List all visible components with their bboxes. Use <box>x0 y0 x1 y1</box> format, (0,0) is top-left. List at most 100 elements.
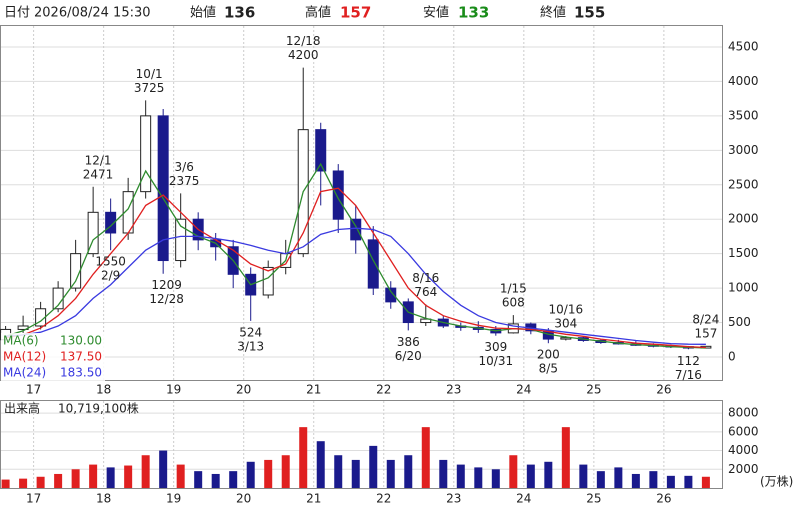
annotation-value: 524 <box>239 325 262 339</box>
annotation-value: 112 <box>677 354 700 368</box>
x-tick-label: 19 <box>166 492 181 506</box>
date-label: 日付 <box>4 6 30 21</box>
volume-bar <box>316 441 325 488</box>
annotation-value: 309 <box>484 340 507 354</box>
y-tick-label: 500 <box>728 315 751 329</box>
volume-bar <box>509 455 518 488</box>
volume-bar <box>701 476 710 488</box>
volume-bar <box>404 455 413 488</box>
y-tick-label: 8000 <box>728 406 759 420</box>
y-tick-label: 1500 <box>728 246 759 260</box>
unit-label: (万株) <box>760 474 793 489</box>
annotation-value: 2375 <box>169 174 200 188</box>
annotation-date: 12/18 <box>286 34 321 48</box>
volume-bar <box>159 450 168 488</box>
volume-bar <box>369 445 378 488</box>
annotation-date: 8/16 <box>412 271 439 285</box>
ma-line <box>5 227 706 345</box>
legend-box <box>1 333 105 349</box>
x-tick-label: 18 <box>96 383 111 397</box>
volume-bar <box>491 469 500 488</box>
y-tick-label: 2000 <box>728 462 759 476</box>
legend-value: 183.50 <box>60 366 102 380</box>
x-tick-label: 17 <box>26 383 41 397</box>
annotation-value: 200 <box>537 348 560 362</box>
volume-bar <box>19 478 28 488</box>
candle-body <box>367 239 379 289</box>
x-tick-label: 22 <box>376 383 391 397</box>
candle-body <box>332 170 344 220</box>
candle-body <box>385 287 397 303</box>
y-tick-label: 4000 <box>728 74 759 88</box>
volume-bar <box>544 461 553 488</box>
volume-bar <box>334 455 343 488</box>
x-tick-label: 23 <box>446 492 461 506</box>
volume-panel <box>0 400 723 489</box>
annotation-value: 1209 <box>151 278 182 292</box>
x-tick-label: 20 <box>236 383 251 397</box>
volume-bar <box>281 455 290 488</box>
open-value: 136 <box>224 4 255 22</box>
open-label: 始値 <box>190 5 216 21</box>
annotation-date: 3/13 <box>237 339 264 353</box>
volume-bar <box>439 459 448 488</box>
volume-bar <box>614 467 623 488</box>
x-tick-label: 24 <box>516 492 531 506</box>
volume-bar <box>194 471 203 488</box>
candle-body <box>87 211 99 255</box>
annotation-value: 2471 <box>83 167 114 181</box>
annotation-value: 764 <box>414 285 437 299</box>
volume-bar <box>474 467 483 488</box>
annotation-date: 10/16 <box>549 303 584 317</box>
x-tick-label: 17 <box>26 492 41 506</box>
volume-bar <box>666 475 675 488</box>
annotation-value: 3725 <box>134 81 165 95</box>
y-tick-label: 6000 <box>728 424 759 438</box>
high-label: 高値 <box>305 5 331 21</box>
volume-bar <box>421 427 430 488</box>
header: 日付 2026/08/24 15:30 始値 136 高値 157 安値 133… <box>4 4 605 22</box>
candle-body <box>350 218 362 241</box>
x-tick-label: 26 <box>656 383 671 397</box>
x-tick-label: 25 <box>586 383 601 397</box>
volume-bar <box>596 471 605 488</box>
volume-bar <box>386 459 395 488</box>
volume-bar <box>579 464 588 488</box>
legend-value: 130.00 <box>60 334 102 348</box>
y-tick-label: 2500 <box>728 177 759 191</box>
legend-box <box>1 365 105 381</box>
annotation-date: 3/6 <box>175 160 194 174</box>
candle-body <box>105 211 117 234</box>
price-panel <box>0 25 723 381</box>
annotation-date: 6/20 <box>395 349 422 363</box>
close-label: 終値 <box>540 5 566 21</box>
x-tick-label: 19 <box>166 383 181 397</box>
annotation-date: 8/24 <box>692 313 719 327</box>
x-tick-label: 22 <box>376 492 391 506</box>
candle-body <box>315 129 327 172</box>
legend-name: MA(24) <box>3 366 46 380</box>
annotation-date: 2/9 <box>101 269 120 283</box>
candle-body <box>560 337 572 340</box>
annotation-date: 12/1 <box>85 153 112 167</box>
volume-bar <box>71 469 80 488</box>
candle-body <box>175 218 187 262</box>
volume-bar <box>246 461 255 488</box>
annotation-value: 4200 <box>288 48 319 62</box>
volume-bar <box>264 459 273 488</box>
y-tick-label: 4500 <box>728 39 759 53</box>
volume-bar <box>684 475 693 488</box>
volume-bar <box>54 473 63 488</box>
volume-bar <box>649 471 658 488</box>
volume-bar <box>631 473 640 488</box>
volume-bar <box>176 464 185 488</box>
ma-line <box>5 162 706 349</box>
x-tick-label: 18 <box>96 492 111 506</box>
annotation-date: 8/5 <box>539 362 558 376</box>
candle-body <box>157 115 169 262</box>
legend-value: 137.50 <box>60 350 102 364</box>
ma-line <box>5 187 706 349</box>
x-tick-label: 23 <box>446 383 461 397</box>
